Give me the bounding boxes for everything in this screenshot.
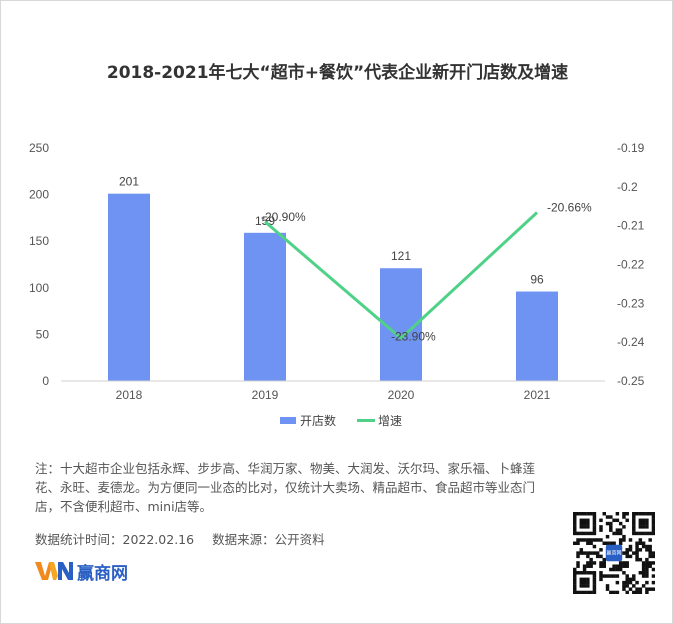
line-value-label: -23.90% xyxy=(391,329,436,343)
right-tick-label: -0.22 xyxy=(617,258,645,272)
x-tick-label: 2020 xyxy=(388,388,415,402)
qr-center-logo xyxy=(605,544,623,562)
right-tick-label: -0.25 xyxy=(617,374,645,388)
meta-line: 数据统计时间：2022.02.16 数据来源：公开资料 xyxy=(35,529,339,548)
right-tick-label: -0.2 xyxy=(617,180,638,194)
x-tick-label: 2021 xyxy=(524,388,551,402)
growth-line xyxy=(264,211,539,341)
left-tick-label: 150 xyxy=(29,234,49,248)
x-axis-labels: 2018 2019 2020 2021 xyxy=(116,388,551,402)
bar-value-label: 121 xyxy=(391,249,411,263)
right-tick-label: -0.21 xyxy=(617,219,645,233)
right-tick-label: -0.24 xyxy=(617,335,645,349)
data-source: 数据来源：公开资料 xyxy=(212,532,325,547)
x-tick-label: 2019 xyxy=(252,388,279,402)
qr-code-icon: 赢商网 xyxy=(573,512,655,594)
legend-label-line: 增速 xyxy=(378,414,402,428)
brand-logo: 赢商网 xyxy=(34,558,128,584)
bar xyxy=(108,193,150,381)
qr-center-label: 赢商网 xyxy=(606,549,621,556)
legend-swatch-bar xyxy=(280,417,296,424)
line-value-label: -20.90% xyxy=(261,210,306,224)
brand-name: 赢商网 xyxy=(77,563,128,584)
left-tick-label: 200 xyxy=(29,188,49,202)
left-tick-label: 100 xyxy=(29,281,49,295)
chart-title: 2018-2021年七大“超市+餐饮”代表企业新开门店数及增速 xyxy=(106,63,569,83)
bar xyxy=(244,232,286,381)
left-tick-label: 50 xyxy=(36,327,50,341)
line-series: -20.90% -23.90% -20.66% xyxy=(261,200,592,343)
legend-label-bar: 开店数 xyxy=(300,413,336,428)
bar xyxy=(516,291,558,381)
right-tick-label: -0.23 xyxy=(617,296,645,310)
right-tick-label: -0.19 xyxy=(617,141,645,155)
bar-value-label: 201 xyxy=(119,175,139,189)
x-tick-label: 2018 xyxy=(116,388,143,402)
win-logo-icon xyxy=(35,562,73,580)
bar-value-label: 96 xyxy=(530,273,544,287)
legend: 开店数 增速 xyxy=(280,413,402,428)
left-tick-label: 250 xyxy=(29,141,49,155)
footnote: 注：十大超市企业包括永辉、步步高、华润万家、物美、大润发、沃尔玛、家乐福、卜蜂莲… xyxy=(35,461,536,514)
right-axis-ticks: -0.25 -0.24 -0.23 -0.22 -0.21 -0.2 -0.19 xyxy=(617,141,645,388)
left-axis-ticks: 0 50 100 150 200 250 xyxy=(29,141,49,388)
stat-time: 数据统计时间：2022.02.16 xyxy=(35,532,195,547)
left-tick-label: 0 xyxy=(42,374,49,388)
line-value-label: -20.66% xyxy=(547,200,592,214)
